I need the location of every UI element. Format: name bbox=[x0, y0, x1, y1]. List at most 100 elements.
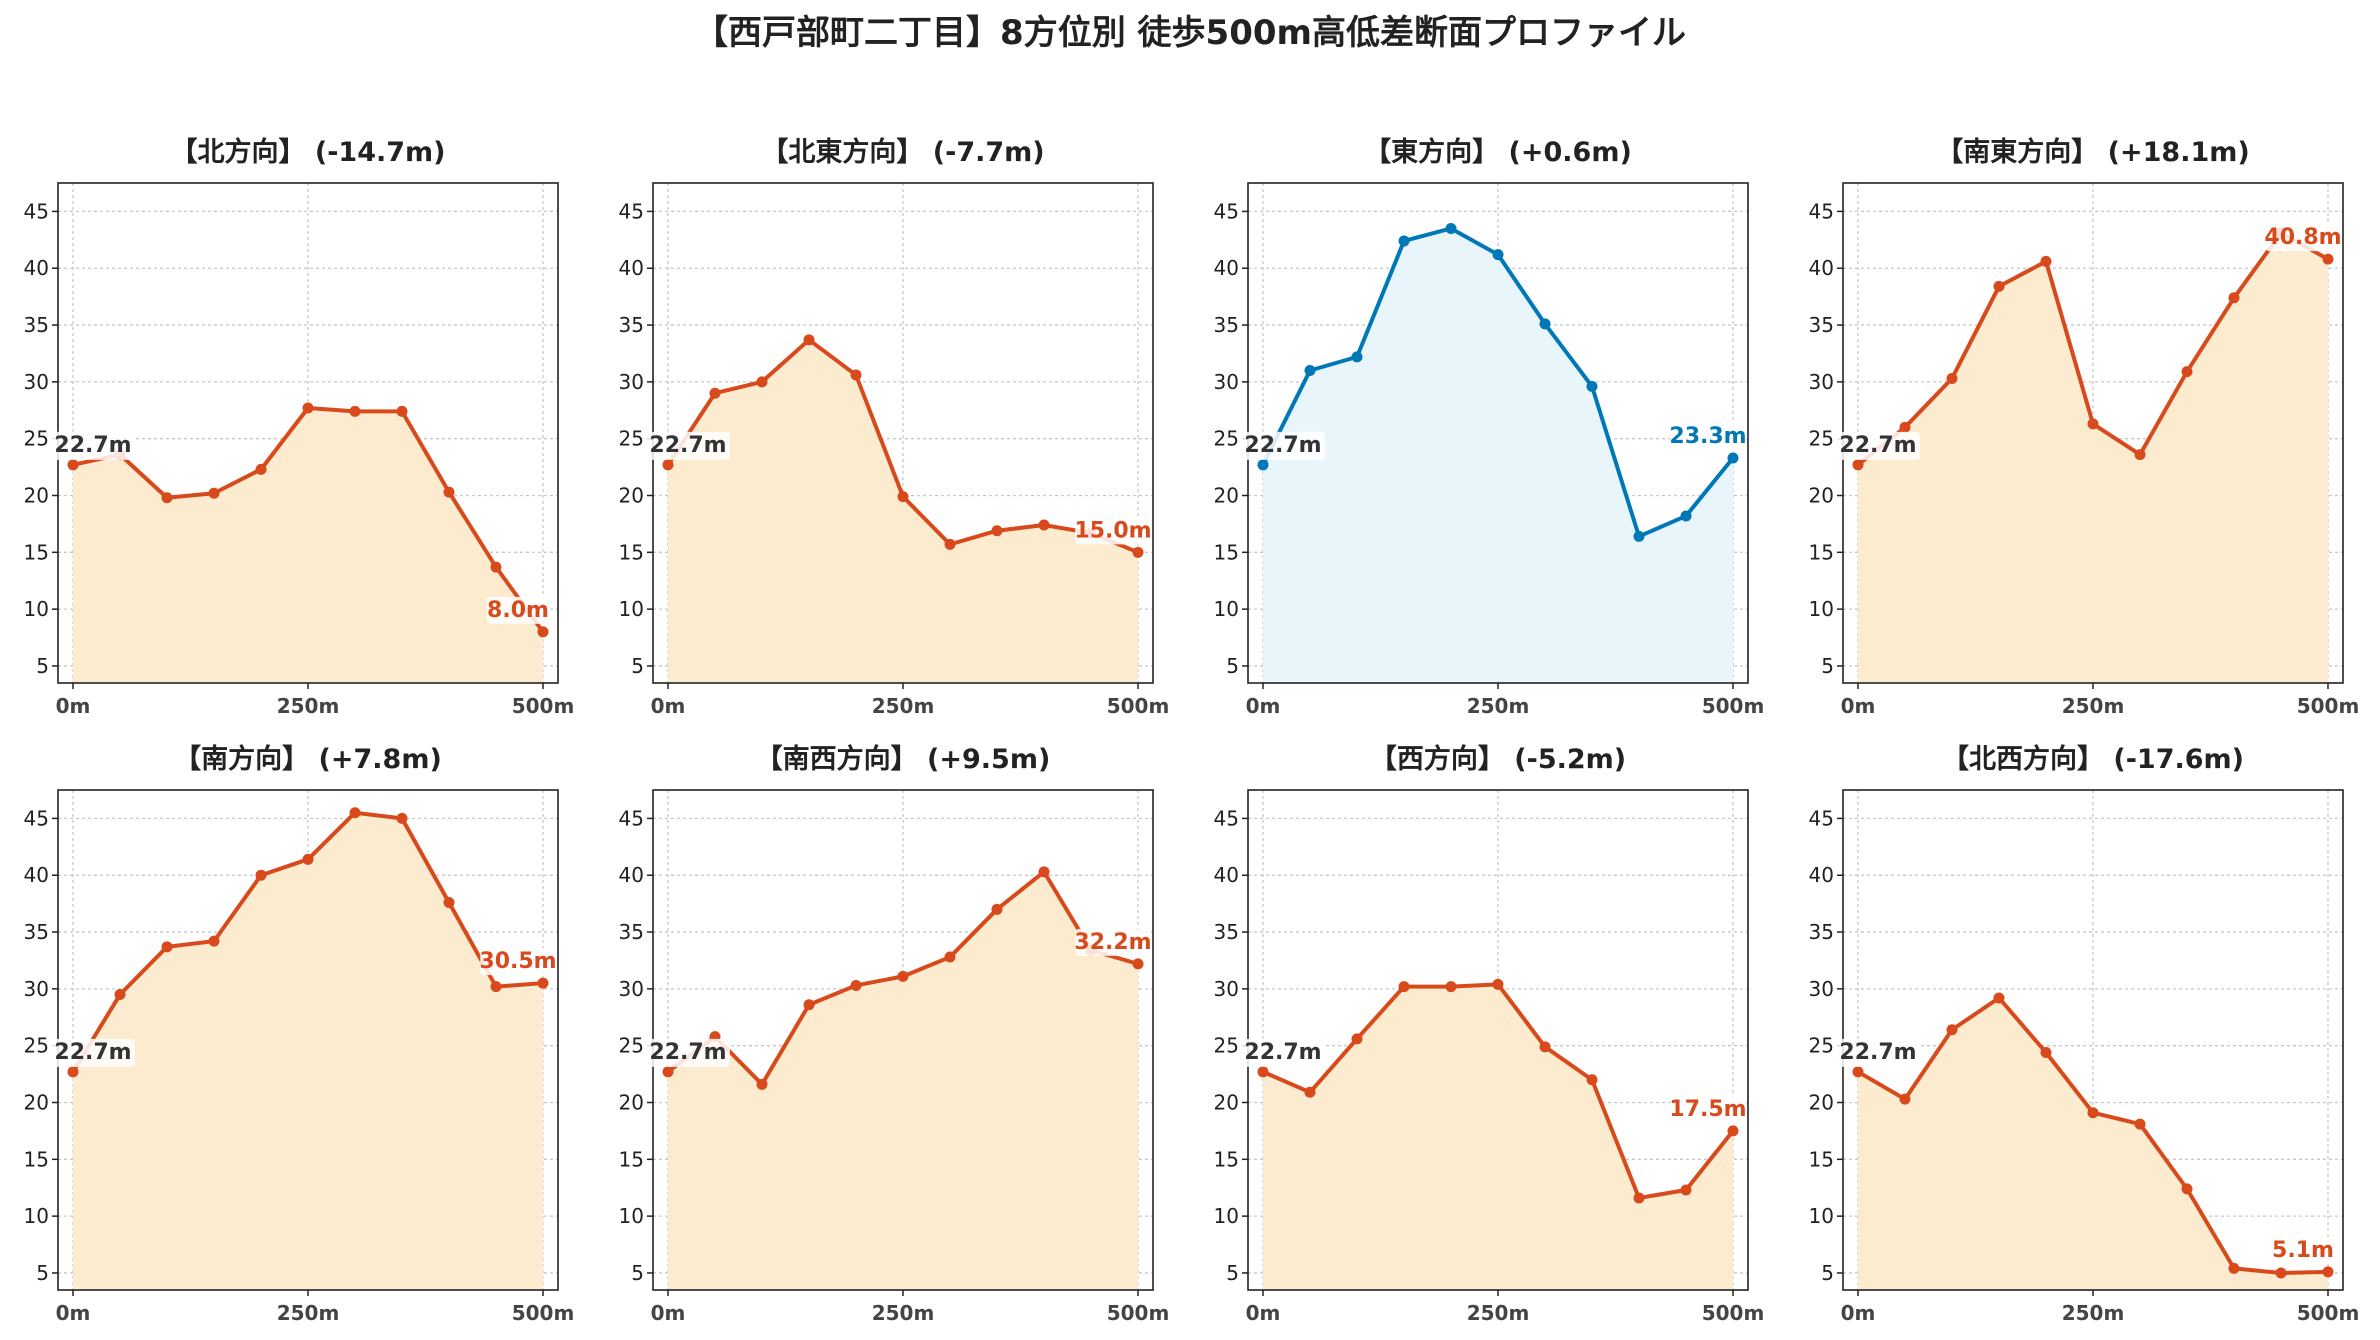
data-point bbox=[2275, 1267, 2287, 1279]
end-elevation-label: 32.2m bbox=[1074, 930, 1151, 955]
data-point bbox=[67, 1066, 79, 1078]
y-tick-label: 25 bbox=[1214, 1034, 1239, 1058]
y-tick-label: 10 bbox=[24, 597, 49, 621]
start-elevation-label: 22.7m bbox=[1839, 1040, 1916, 1065]
x-tick-label: 250m bbox=[1467, 1301, 1530, 1325]
y-tick-label: 20 bbox=[1214, 484, 1239, 508]
end-elevation-label: 30.5m bbox=[479, 949, 556, 974]
data-point bbox=[2134, 1118, 2146, 1130]
y-tick-label: 40 bbox=[24, 256, 49, 280]
y-tick-label: 40 bbox=[1809, 256, 1834, 280]
panel-title: 【西方向】 (-5.2m) bbox=[1370, 743, 1626, 775]
chart-panel-7: 【西方向】 (-5.2m) 5 10 15 20 25 30 35 40 45 0m 250m 500m… bbox=[1214, 743, 1765, 1325]
data-point bbox=[1899, 1093, 1911, 1105]
data-point bbox=[1351, 1033, 1363, 1045]
data-point bbox=[1586, 1074, 1598, 1086]
data-point bbox=[1132, 546, 1144, 558]
y-tick-label: 15 bbox=[24, 540, 49, 564]
start-elevation-label: 22.7m bbox=[1839, 433, 1916, 458]
y-tick-label: 45 bbox=[619, 806, 644, 830]
start-label-box bbox=[646, 1038, 730, 1067]
y-tick-label: 45 bbox=[1809, 199, 1834, 223]
data-point bbox=[2087, 418, 2099, 430]
x-tick-label: 0m bbox=[1841, 694, 1876, 718]
start-elevation-label: 22.7m bbox=[1244, 433, 1321, 458]
y-tick-label: 5 bbox=[1821, 1261, 1834, 1285]
y-tick-label: 5 bbox=[631, 654, 644, 678]
y-tick-label: 20 bbox=[24, 1091, 49, 1115]
data-point bbox=[443, 486, 455, 498]
data-point bbox=[803, 999, 815, 1011]
x-tick-label: 500m bbox=[512, 1301, 575, 1325]
x-tick-label: 0m bbox=[1246, 1301, 1281, 1325]
main-title: 【西戸部町二丁目】8方位別 徒歩500m高低差断面プロファイル bbox=[694, 13, 1686, 53]
y-tick-label: 20 bbox=[619, 484, 644, 508]
x-tick-label: 250m bbox=[277, 694, 340, 718]
data-point bbox=[1038, 519, 1050, 531]
y-tick-label: 10 bbox=[619, 597, 644, 621]
data-point bbox=[1257, 1066, 1269, 1078]
data-point bbox=[1445, 222, 1457, 234]
start-elevation-label: 22.7m bbox=[649, 1040, 726, 1065]
data-point bbox=[1492, 978, 1504, 990]
x-tick-label: 250m bbox=[2062, 694, 2125, 718]
data-point bbox=[1586, 380, 1598, 392]
y-tick-label: 10 bbox=[1809, 597, 1834, 621]
end-label-box bbox=[2265, 224, 2341, 252]
end-label-box bbox=[1075, 928, 1151, 956]
data-point bbox=[2322, 253, 2334, 265]
elevation-area bbox=[668, 871, 1138, 1290]
y-tick-label: 15 bbox=[1809, 540, 1834, 564]
start-label-box bbox=[646, 431, 730, 460]
y-tick-label: 15 bbox=[1214, 1147, 1239, 1171]
y-tick-label: 40 bbox=[619, 256, 644, 280]
x-tick-label: 0m bbox=[651, 1301, 686, 1325]
elevation-area bbox=[668, 339, 1138, 683]
data-point bbox=[1852, 459, 1864, 471]
elevation-area bbox=[1858, 233, 2328, 683]
x-tick-label: 500m bbox=[1107, 1301, 1170, 1325]
y-tick-label: 25 bbox=[1809, 427, 1834, 451]
data-point bbox=[114, 989, 126, 1001]
chart-panel-1: 【北方向】 (-14.7m) 5 10 15 20 25 30 35 40 45 0m 250m 500… bbox=[24, 136, 575, 718]
data-point bbox=[662, 1066, 674, 1078]
y-tick-label: 5 bbox=[36, 1261, 49, 1285]
y-tick-label: 35 bbox=[1809, 920, 1834, 944]
panel-title: 【北東方向】 (-7.7m) bbox=[761, 136, 1044, 168]
data-point bbox=[1539, 318, 1551, 330]
y-tick-label: 20 bbox=[1214, 1091, 1239, 1115]
y-tick-label: 35 bbox=[24, 920, 49, 944]
y-tick-label: 15 bbox=[24, 1147, 49, 1171]
data-point bbox=[991, 903, 1003, 915]
data-point bbox=[67, 459, 79, 471]
data-point bbox=[1539, 1041, 1551, 1053]
y-tick-label: 5 bbox=[1226, 654, 1239, 678]
chart-panel-5: 【南方向】 (+7.8m) 5 10 15 20 25 30 35 40 45 0m 250m 500m… bbox=[24, 743, 575, 1325]
y-tick-label: 40 bbox=[1809, 863, 1834, 887]
data-point bbox=[850, 369, 862, 381]
data-point bbox=[1727, 1125, 1739, 1137]
data-point bbox=[1398, 981, 1410, 993]
x-tick-label: 0m bbox=[1841, 1301, 1876, 1325]
end-label-box bbox=[1670, 1095, 1746, 1123]
data-point bbox=[2228, 292, 2240, 304]
y-tick-label: 40 bbox=[1214, 863, 1239, 887]
data-point bbox=[1680, 1184, 1692, 1196]
y-tick-label: 35 bbox=[619, 920, 644, 944]
data-point bbox=[1038, 866, 1050, 878]
data-point bbox=[349, 405, 361, 417]
y-tick-label: 25 bbox=[24, 1034, 49, 1058]
end-elevation-label: 17.5m bbox=[1669, 1097, 1746, 1122]
y-tick-label: 5 bbox=[1226, 1261, 1239, 1285]
data-point bbox=[349, 807, 361, 819]
y-tick-label: 30 bbox=[1809, 977, 1834, 1001]
y-tick-label: 30 bbox=[24, 977, 49, 1001]
data-point bbox=[944, 951, 956, 963]
elevation-area bbox=[1858, 997, 2328, 1290]
y-tick-label: 25 bbox=[1809, 1034, 1834, 1058]
data-point bbox=[2087, 1107, 2099, 1119]
y-tick-label: 25 bbox=[24, 427, 49, 451]
y-tick-label: 25 bbox=[619, 1034, 644, 1058]
end-label-box bbox=[1670, 423, 1746, 450]
data-point bbox=[756, 376, 768, 388]
